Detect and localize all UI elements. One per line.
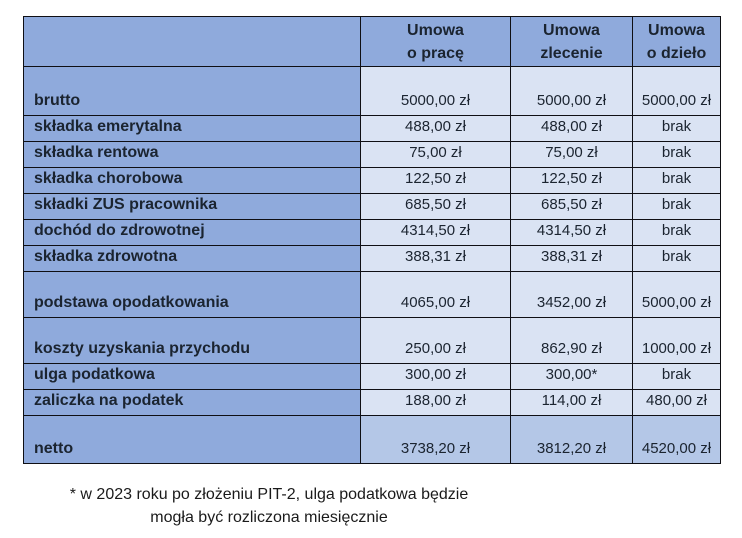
row-label: koszty uzyskania przychodu xyxy=(23,317,361,364)
header-line: zlecenie xyxy=(540,44,603,62)
table-row-skladki-zus: składki ZUS pracownika 685,50 zł 685,50 … xyxy=(23,193,721,220)
cell-value: 300,00 zł xyxy=(360,363,511,390)
footnote-line: * w 2023 roku po złożeniu PIT-2, ulga po… xyxy=(69,486,469,503)
column-header-umowa-o-dzielo: Umowa o dzieło xyxy=(632,16,721,67)
cell-value: 122,50 zł xyxy=(360,167,511,194)
corner-cell xyxy=(23,16,361,67)
cell-value: 114,00 zł xyxy=(510,389,633,416)
header-row: Umowa o pracę Umowa zlecenie Umowa o dzi… xyxy=(23,16,721,67)
footnote-line: mogła być rozliczona miesięcznie xyxy=(150,509,388,526)
cell-value: 300,00* xyxy=(510,363,633,390)
cell-value: 4314,50 zł xyxy=(360,219,511,246)
table-row-skladka-chorobowa: składka chorobowa 122,50 zł 122,50 zł br… xyxy=(23,167,721,194)
row-label: składka chorobowa xyxy=(23,167,361,194)
cell-value: 5000,00 zł xyxy=(632,271,721,318)
cell-value: 250,00 zł xyxy=(360,317,511,364)
cell-value: 388,31 zł xyxy=(360,245,511,272)
cell-value: 5000,00 zł xyxy=(360,66,511,116)
row-label: składka emerytalna xyxy=(23,115,361,142)
header-line: o dzieło xyxy=(646,44,707,62)
cell-value: 4065,00 zł xyxy=(360,271,511,318)
row-label: dochód do zdrowotnej xyxy=(23,219,361,246)
table-row-skladka-rentowa: składka rentowa 75,00 zł 75,00 zł brak xyxy=(23,141,721,168)
table-row-netto: netto 3738,20 zł 3812,20 zł 4520,00 zł xyxy=(23,415,721,464)
cell-value: 122,50 zł xyxy=(510,167,633,194)
cell-value: brak xyxy=(632,193,721,220)
row-label: netto xyxy=(23,415,361,464)
cell-value: brak xyxy=(632,141,721,168)
cell-value: brak xyxy=(632,219,721,246)
cell-value: 388,31 zł xyxy=(510,245,633,272)
header-line: Umowa xyxy=(407,21,464,39)
row-label: podstawa opodatkowania xyxy=(23,271,361,318)
contract-comparison-table: Umowa o pracę Umowa zlecenie Umowa o dzi… xyxy=(23,16,721,464)
cell-value: 3738,20 zł xyxy=(360,415,511,464)
cell-value: brak xyxy=(632,363,721,390)
cell-value: 3812,20 zł xyxy=(510,415,633,464)
cell-value: 4314,50 zł xyxy=(510,219,633,246)
row-label: składka zdrowotna xyxy=(23,245,361,272)
cell-value: 75,00 zł xyxy=(510,141,633,168)
header-line: Umowa xyxy=(543,21,600,39)
table-row-dochod-do-zdrowotnej: dochód do zdrowotnej 4314,50 zł 4314,50 … xyxy=(23,219,721,246)
table-row-koszty-uzyskania: koszty uzyskania przychodu 250,00 zł 862… xyxy=(23,317,721,364)
cell-value: 3452,00 zł xyxy=(510,271,633,318)
cell-value: brak xyxy=(632,115,721,142)
column-header-umowa-zlecenie: Umowa zlecenie xyxy=(510,16,633,67)
cell-value: 488,00 zł xyxy=(360,115,511,142)
footnote: * w 2023 roku po złożeniu PIT-2, ulga po… xyxy=(23,483,515,529)
table-row-ulga-podatkowa: ulga podatkowa 300,00 zł 300,00* brak xyxy=(23,363,721,390)
cell-value: 5000,00 zł xyxy=(510,66,633,116)
header-line: Umowa xyxy=(648,21,705,39)
row-label: składki ZUS pracownika xyxy=(23,193,361,220)
cell-value: 862,90 zł xyxy=(510,317,633,364)
cell-value: 4520,00 zł xyxy=(632,415,721,464)
row-label: brutto xyxy=(23,66,361,116)
row-label: składka rentowa xyxy=(23,141,361,168)
header-line: o pracę xyxy=(407,44,464,62)
column-header-umowa-o-prace: Umowa o pracę xyxy=(360,16,511,67)
table-row-podstawa-opodatkowania: podstawa opodatkowania 4065,00 zł 3452,0… xyxy=(23,271,721,318)
cell-value: brak xyxy=(632,167,721,194)
cell-value: 480,00 zł xyxy=(632,389,721,416)
row-label: ulga podatkowa xyxy=(23,363,361,390)
table-row-skladka-zdrowotna: składka zdrowotna 388,31 zł 388,31 zł br… xyxy=(23,245,721,272)
table-row-brutto: brutto 5000,00 zł 5000,00 zł 5000,00 zł xyxy=(23,66,721,116)
cell-value: 5000,00 zł xyxy=(632,66,721,116)
cell-value: 1000,00 zł xyxy=(632,317,721,364)
cell-value: 75,00 zł xyxy=(360,141,511,168)
cell-value: 488,00 zł xyxy=(510,115,633,142)
table-row-zaliczka-na-podatek: zaliczka na podatek 188,00 zł 114,00 zł … xyxy=(23,389,721,416)
cell-value: 685,50 zł xyxy=(360,193,511,220)
cell-value: 188,00 zł xyxy=(360,389,511,416)
row-label: zaliczka na podatek xyxy=(23,389,361,416)
cell-value: brak xyxy=(632,245,721,272)
cell-value: 685,50 zł xyxy=(510,193,633,220)
table-row-skladka-emerytalna: składka emerytalna 488,00 zł 488,00 zł b… xyxy=(23,115,721,142)
